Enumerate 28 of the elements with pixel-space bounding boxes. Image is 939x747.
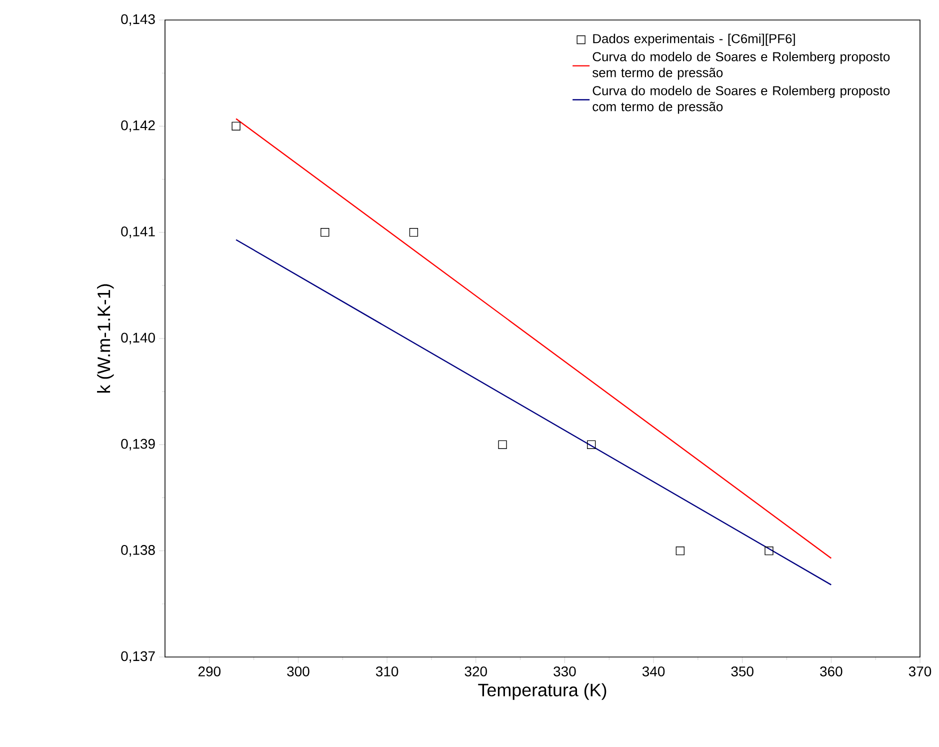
y-tick-label: 0,142 bbox=[121, 120, 155, 132]
y-tick-label: 0,140 bbox=[121, 332, 155, 344]
x-tick-label: 320 bbox=[464, 666, 487, 676]
point bbox=[232, 122, 240, 130]
point bbox=[409, 228, 418, 237]
x-tick-label: 350 bbox=[731, 666, 754, 676]
x-tick-label: 340 bbox=[642, 666, 665, 676]
y-tick-label: 0,137 bbox=[121, 651, 155, 663]
y-tick-label: 0,143 bbox=[121, 14, 155, 26]
point bbox=[676, 546, 685, 556]
legend-label: Dados experimentais - [C6mi][PF6] bbox=[593, 34, 795, 46]
x-tick-label: 360 bbox=[820, 666, 842, 676]
x-tick-label: 300 bbox=[287, 666, 310, 676]
legend-label: Curva do modelo de Soares e Rolemberg proposto sem termo de pressão bbox=[592, 52, 890, 80]
y-axis-title: k (W.m-1.K-1) bbox=[97, 284, 114, 393]
x-tick-label: 290 bbox=[198, 666, 221, 676]
x-axis-title: Temperatura (K) bbox=[478, 683, 606, 700]
y-tick-label: 0,141 bbox=[121, 226, 155, 238]
x-tick-label: 330 bbox=[554, 666, 576, 676]
y-tick-label: 0,138 bbox=[121, 545, 155, 557]
x-tick-label: 310 bbox=[376, 666, 398, 676]
legend-label: Curva do modelo de Soares e Rolemberg proposto com termo de pressão bbox=[592, 86, 890, 114]
y-tick-label: 0,139 bbox=[121, 438, 155, 450]
x-tick-label: 370 bbox=[908, 666, 932, 676]
point bbox=[498, 440, 507, 449]
point bbox=[587, 440, 596, 449]
point bbox=[764, 546, 774, 556]
point bbox=[320, 228, 330, 237]
